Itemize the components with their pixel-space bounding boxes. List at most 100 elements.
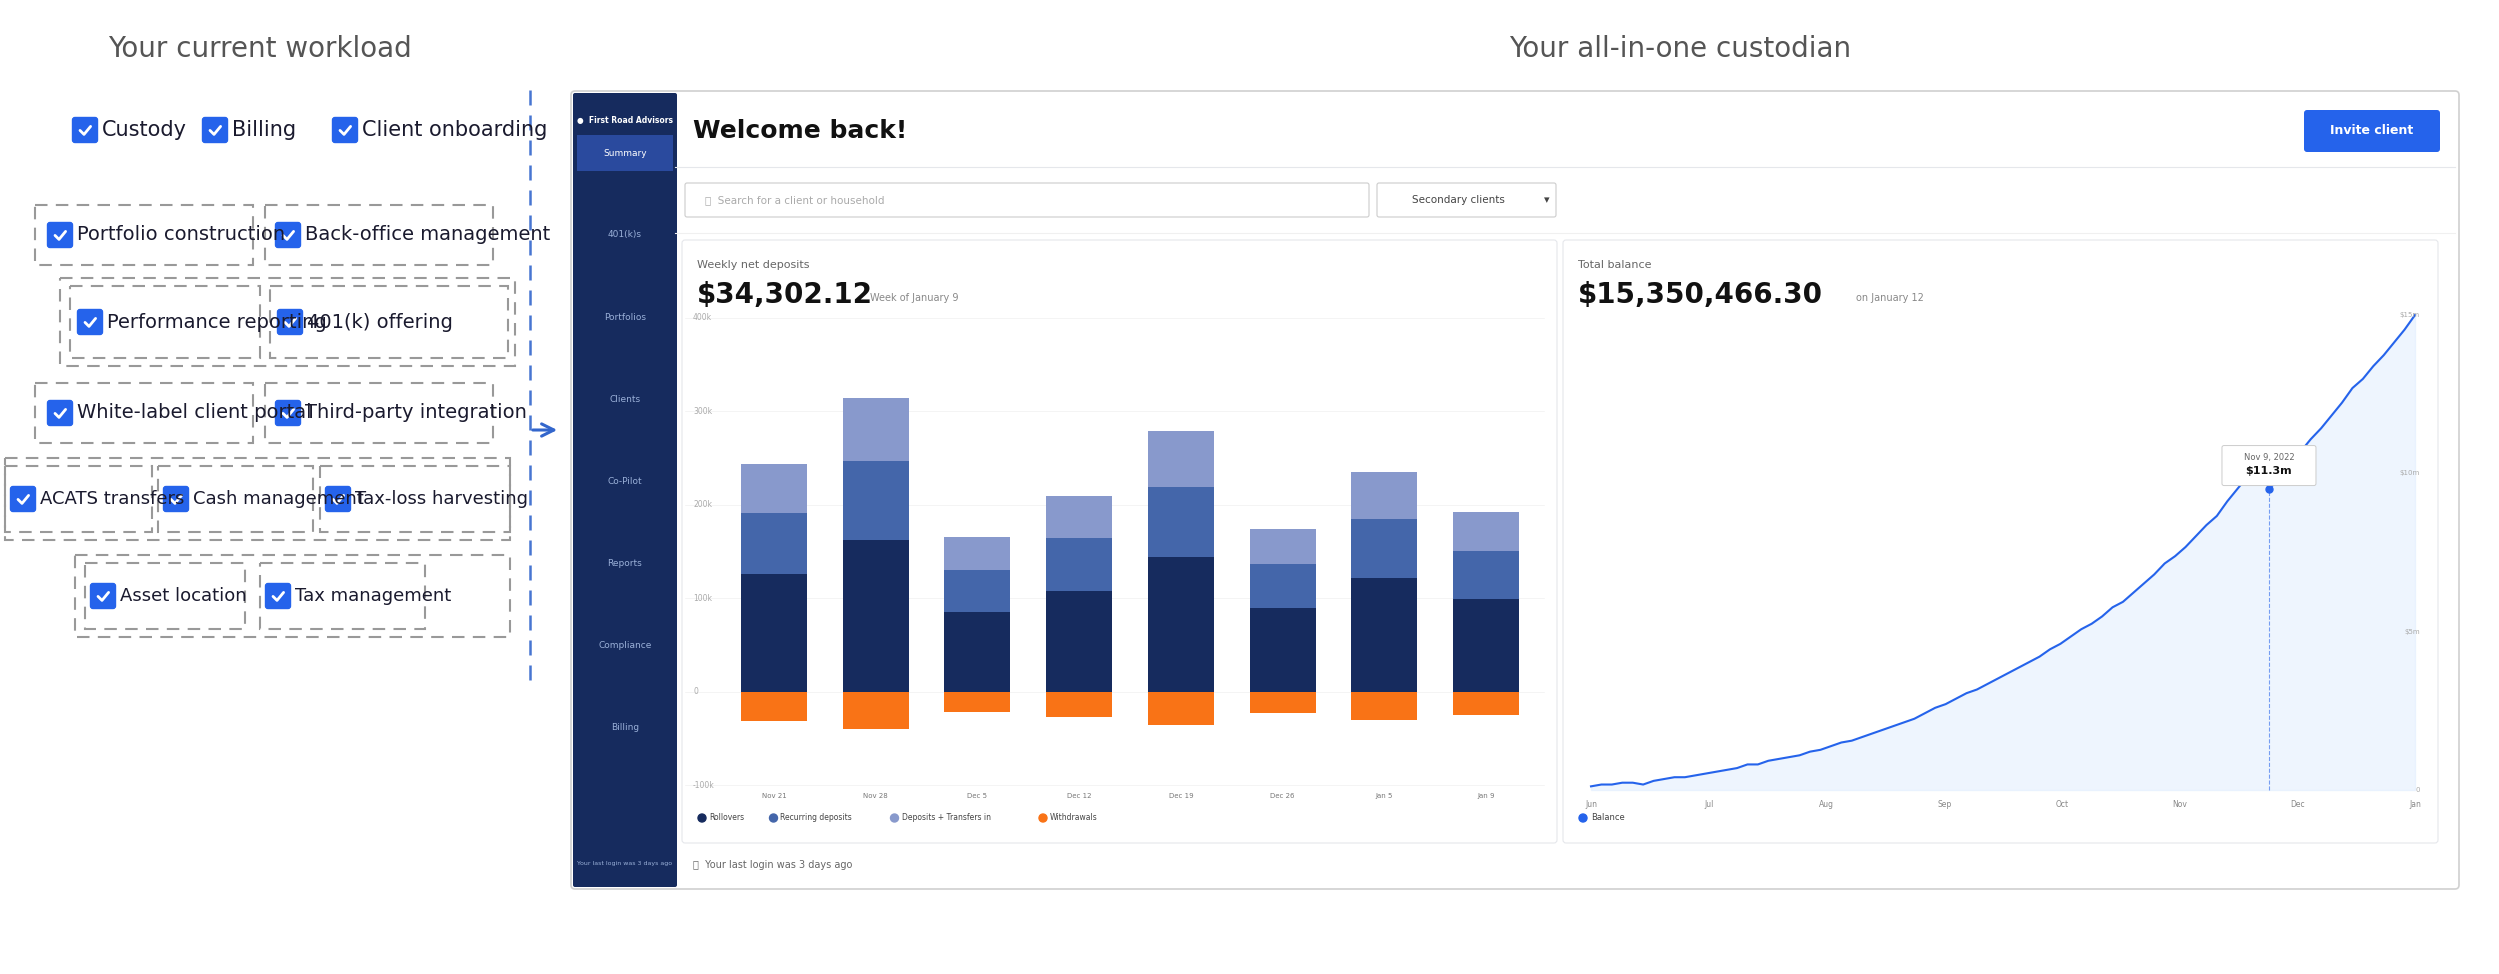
Text: Tax-loss harvesting: Tax-loss harvesting [355, 490, 527, 508]
Text: Nov: Nov [2172, 800, 2187, 809]
Text: $15,350,466.30: $15,350,466.30 [1577, 281, 1822, 309]
Circle shape [1040, 814, 1047, 822]
Bar [842, 462, 910, 541]
Bar [842, 541, 910, 692]
Text: Billing: Billing [610, 723, 640, 731]
FancyBboxPatch shape [72, 118, 97, 142]
Text: Your last login was 3 days ago: Your last login was 3 days ago [577, 860, 672, 866]
Bar [945, 570, 1010, 612]
Text: Nov 28: Nov 28 [862, 793, 887, 799]
Text: Balance: Balance [1592, 813, 1624, 822]
Bar [35, 205, 252, 265]
Bar [1452, 599, 1519, 692]
Bar [945, 612, 1010, 692]
Text: on January 12: on January 12 [1857, 293, 1924, 303]
Text: 🔍  Search for a client or household: 🔍 Search for a client or household [705, 195, 885, 205]
Bar [70, 286, 260, 358]
Bar [1452, 692, 1519, 715]
Text: Summary: Summary [602, 148, 647, 158]
Bar [1352, 579, 1417, 692]
Text: Portfolios: Portfolios [605, 313, 647, 321]
Text: 300k: 300k [692, 407, 712, 416]
Bar [1452, 512, 1519, 551]
Text: Dec 26: Dec 26 [1269, 793, 1294, 799]
Text: Rollovers: Rollovers [710, 813, 745, 822]
Bar [85, 563, 245, 629]
Text: Invite client: Invite client [2332, 125, 2414, 137]
Text: Third-party integration: Third-party integration [305, 403, 527, 423]
Bar [1250, 692, 1314, 713]
Text: 401(k)s: 401(k)s [607, 231, 642, 240]
Text: Nov 21: Nov 21 [762, 793, 787, 799]
Text: Portfolio construction: Portfolio construction [77, 226, 285, 244]
Bar [1352, 471, 1417, 519]
Text: Tax management: Tax management [295, 587, 452, 605]
Bar [75, 555, 510, 637]
Bar [157, 466, 312, 532]
Text: Your all-in-one custodian: Your all-in-one custodian [1509, 35, 1852, 63]
Text: Asset location: Asset location [120, 587, 247, 605]
Text: Secondary clients: Secondary clients [1412, 195, 1504, 205]
FancyBboxPatch shape [275, 400, 300, 426]
FancyBboxPatch shape [2304, 110, 2439, 152]
Bar [270, 286, 507, 358]
Bar [1452, 551, 1519, 599]
Text: Compliance: Compliance [597, 641, 652, 650]
Bar [1250, 564, 1314, 608]
Text: $11.3m: $11.3m [2247, 466, 2292, 476]
Text: 0: 0 [2417, 787, 2419, 793]
Text: -100k: -100k [692, 780, 715, 790]
Text: Jun: Jun [1584, 800, 1597, 809]
Text: Dec 5: Dec 5 [967, 793, 987, 799]
Text: Sep: Sep [1937, 800, 1952, 809]
Text: Dec 19: Dec 19 [1170, 793, 1192, 799]
Bar [740, 692, 807, 721]
FancyBboxPatch shape [332, 118, 357, 142]
Text: Withdrawals: Withdrawals [1050, 813, 1097, 822]
Text: 0: 0 [692, 687, 697, 696]
Text: $15m: $15m [2399, 312, 2419, 318]
Text: $34,302.12: $34,302.12 [697, 281, 872, 309]
Text: Week of January 9: Week of January 9 [870, 293, 960, 303]
FancyBboxPatch shape [1377, 183, 1557, 217]
Text: Dec: Dec [2289, 800, 2304, 809]
Bar [740, 464, 807, 512]
Text: Cash management: Cash management [192, 490, 365, 508]
Text: 400k: 400k [692, 314, 712, 322]
FancyBboxPatch shape [10, 486, 35, 511]
Bar [842, 692, 910, 730]
Bar [1147, 431, 1215, 487]
Circle shape [890, 814, 900, 822]
FancyBboxPatch shape [275, 222, 300, 247]
Text: 100k: 100k [692, 594, 712, 603]
FancyBboxPatch shape [325, 486, 350, 511]
Bar [35, 383, 252, 443]
Text: Your current workload: Your current workload [107, 35, 412, 63]
Circle shape [1579, 814, 1587, 822]
Text: Jan 5: Jan 5 [1374, 793, 1392, 799]
Text: Jul: Jul [1704, 800, 1714, 809]
Circle shape [770, 814, 777, 822]
Bar [5, 458, 510, 540]
Bar [1352, 519, 1417, 579]
Text: Nov 9, 2022: Nov 9, 2022 [2244, 453, 2294, 462]
Text: White-label client portal: White-label client portal [77, 403, 312, 423]
Bar [945, 692, 1010, 712]
Text: Co-Pilot: Co-Pilot [607, 476, 642, 485]
Text: Clients: Clients [610, 394, 640, 403]
Bar [1047, 692, 1112, 717]
Text: Jan 9: Jan 9 [1477, 793, 1494, 799]
Text: Aug: Aug [1819, 800, 1834, 809]
Text: ▾: ▾ [1544, 195, 1549, 205]
FancyBboxPatch shape [685, 183, 1369, 217]
Bar [260, 563, 425, 629]
FancyBboxPatch shape [47, 400, 72, 426]
FancyBboxPatch shape [570, 91, 2459, 889]
Bar [740, 512, 807, 574]
Bar [1047, 590, 1112, 692]
FancyBboxPatch shape [47, 222, 72, 247]
Text: Weekly net deposits: Weekly net deposits [697, 260, 810, 270]
FancyBboxPatch shape [202, 118, 227, 142]
Text: Reports: Reports [607, 558, 642, 568]
Text: $5m: $5m [2404, 628, 2419, 635]
